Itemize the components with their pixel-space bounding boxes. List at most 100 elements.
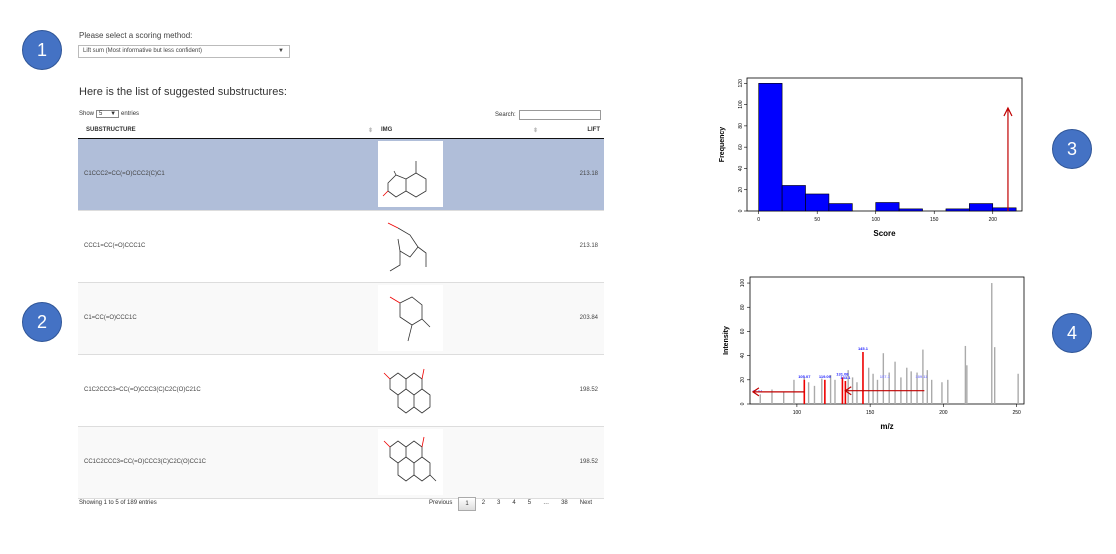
table-row[interactable]: CCC1=CC(=O)CCC1C 213.18 (78, 211, 604, 283)
y-tick-label: 80 (738, 123, 744, 129)
pager-page-5[interactable]: 5 (527, 500, 532, 506)
entries-length-control: Show 5 ▼ entries (79, 110, 139, 118)
table-row[interactable]: C1=CC(=O)CCC1C 203.84 (78, 283, 604, 355)
step-badge-1: 1 (22, 30, 62, 70)
histogram-bar (805, 193, 830, 212)
structure-image (378, 429, 443, 495)
table-row[interactable]: CC1C2CCC3=CC(=O)CCC3(C)C2C(O)CC1C 198.52 (78, 427, 604, 499)
x-tick-label: 100 (793, 410, 802, 416)
peak-label: 133.1 (840, 375, 851, 380)
entries-per-page-select[interactable]: 5 ▼ (96, 110, 120, 118)
x-tick-label: 200 (989, 217, 998, 223)
y-tick-label: 80 (740, 304, 746, 310)
step-badge-3: 3 (1052, 129, 1092, 169)
structure-image (378, 285, 443, 351)
column-header-substructure[interactable]: SUBSTRUCTURE (86, 127, 136, 133)
histogram-bar (898, 208, 923, 212)
plot-frame (749, 276, 1025, 405)
y-tick-label: 60 (738, 144, 744, 150)
list-title: Here is the list of suggested substructu… (79, 86, 287, 98)
substructure-table: SUBSTRUCTURE ⬍ IMG ⬍ LIFT C1CCC2=CC(=O)C… (78, 123, 604, 499)
score-histogram: 0 50 100 150 200 0 20 40 60 80 100 120 Score Frequenc… (719, 77, 1023, 238)
peak-label: 189.11 (915, 374, 928, 379)
y-tick-label: 100 (740, 279, 746, 288)
sort-icon: ⬍ (533, 128, 539, 134)
peak-label: 131.08 (836, 371, 849, 376)
pagination: Previous 1 2 3 4 5 … 38 Next (423, 497, 598, 511)
pager-page-38[interactable]: 38 (561, 500, 568, 506)
show-suffix: entries (121, 111, 140, 117)
step-badge-2: 2 (22, 302, 62, 342)
column-header-img[interactable]: IMG (381, 127, 393, 133)
pager-page-2[interactable]: 2 (481, 500, 486, 506)
search-control: Search: (495, 110, 601, 120)
score-marker-arrowhead (1003, 106, 1013, 117)
x-axis-label: m/z (880, 422, 893, 431)
pager-ellipsis: … (543, 500, 550, 506)
x-tick-label: 250 (1013, 410, 1022, 416)
histogram-bar (969, 203, 994, 212)
lift-value: 203.84 (579, 315, 598, 321)
peak-label: 77.04 (752, 388, 763, 393)
entries-per-page-value: 5 (99, 111, 103, 117)
peak-label: 119.09 (819, 374, 832, 379)
lift-value: 198.52 (579, 387, 598, 393)
show-prefix: Show (79, 111, 95, 117)
histogram-bar (758, 83, 783, 212)
y-tick-label: 40 (738, 165, 744, 171)
table-row[interactable]: C1CCC2=CC(=O)CCC2(C)C1 213.18 (78, 139, 604, 211)
y-axis-label: Frequency (719, 127, 726, 163)
x-tick-label: 100 (872, 217, 881, 223)
lift-value: 213.18 (579, 171, 598, 177)
scoring-method-value: Lift sum (Most informative but less conf… (83, 48, 203, 54)
x-axis-label: Score (873, 229, 896, 238)
structure-image (378, 141, 443, 207)
histogram-bar (945, 208, 970, 212)
loss-arrowhead (844, 386, 852, 396)
pager-page-3[interactable]: 3 (497, 500, 501, 506)
search-label: Search: (495, 112, 516, 118)
y-tick-label: 20 (738, 187, 744, 193)
step-badge-4: 4 (1052, 313, 1092, 353)
histogram-bar (875, 202, 900, 212)
table-row[interactable]: C1C2CCC3=CC(=O)CCC3(C)C2C(O)C21C 198.52 (78, 355, 604, 427)
table-info: Showing 1 to 5 of 189 entries (79, 500, 157, 506)
table-header: SUBSTRUCTURE ⬍ IMG ⬍ LIFT (78, 123, 604, 139)
search-input[interactable] (518, 110, 601, 120)
substructure-smiles: C1C2CCC3=CC(=O)CCC3(C)C2C(O)C21C (84, 387, 201, 393)
scoring-method-label: Please select a scoring method: (79, 31, 193, 40)
scoring-method-select[interactable]: Lift sum (Most informative but less conf… (78, 45, 290, 58)
lift-value: 198.52 (579, 459, 598, 465)
loss-arrowhead (751, 387, 760, 397)
pager-previous[interactable]: Previous (429, 500, 453, 506)
sort-icon: ⬍ (368, 128, 374, 134)
chevron-down-icon: ▼ (110, 111, 117, 117)
substructure-smiles: C1=CC(=O)CCC1C (84, 315, 137, 321)
substructure-smiles: CC1C2CCC3=CC(=O)CCC3(C)C2C(O)CC1C (84, 459, 207, 465)
lift-value: 213.18 (579, 243, 598, 249)
y-tick-label: 0 (740, 402, 746, 405)
pager-next[interactable]: Next (579, 500, 593, 506)
y-tick-label: 20 (740, 377, 746, 383)
y-tick-label: 40 (740, 353, 746, 359)
substructure-smiles: CCC1=CC(=O)CCC1C (84, 243, 146, 249)
substructure-smiles: C1CCC2=CC(=O)CCC2(C)C1 (84, 171, 165, 177)
y-tick-label: 100 (738, 100, 744, 109)
structure-image (378, 357, 443, 423)
histogram-bar (828, 203, 853, 212)
y-tick-label: 60 (740, 328, 746, 334)
column-header-lift[interactable]: LIFT (587, 127, 600, 133)
peak-label: 145.1 (858, 346, 869, 351)
y-axis-label: Intensity (723, 326, 730, 355)
y-tick-label: 0 (738, 209, 744, 212)
pager-page-1[interactable]: 1 (458, 497, 476, 511)
x-tick-label: 200 (939, 410, 948, 416)
pager-page-4[interactable]: 4 (512, 500, 516, 506)
chevron-down-icon: ▼ (278, 48, 284, 54)
x-tick-label: 150 (930, 217, 939, 223)
histogram-bar (992, 207, 1017, 212)
peak-label: 105.07 (798, 374, 811, 379)
structure-image (378, 213, 443, 279)
y-tick-label: 120 (738, 79, 744, 88)
